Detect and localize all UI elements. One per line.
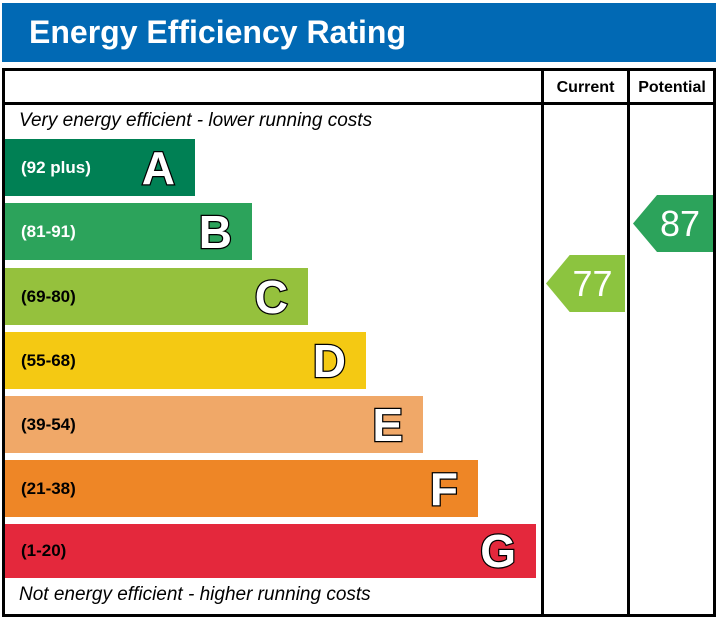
bottom-note: Not energy efficient - higher running co… xyxy=(19,584,371,605)
current-rating-arrow: 77 xyxy=(546,255,625,312)
band-letter: E xyxy=(371,398,404,451)
band-row: (39-54) E xyxy=(5,396,423,453)
current-rating-value: 77 xyxy=(572,262,613,304)
band-row: (81-91) B xyxy=(5,203,252,260)
band-row: (69-80) C xyxy=(5,268,308,325)
band-range-label: (55-68) xyxy=(21,350,76,370)
current-column-divider xyxy=(541,71,544,614)
band-range-label: (1-20) xyxy=(21,541,67,560)
band-letter: B xyxy=(198,205,234,258)
band-letter: A xyxy=(141,141,177,194)
band-row: (92 plus) A xyxy=(5,139,195,196)
band-range-label: (39-54) xyxy=(21,414,76,434)
band-range-label: (69-80) xyxy=(21,286,76,306)
column-header-current: Current xyxy=(556,79,615,96)
potential-rating-arrow: 87 xyxy=(633,195,713,252)
band-row: (1-20) G xyxy=(5,524,536,578)
band-letter: C xyxy=(254,270,290,323)
rating-table: Current Potential Very energy efficient … xyxy=(2,68,716,617)
potential-column-divider xyxy=(627,71,630,614)
potential-rating-value: 87 xyxy=(659,202,701,244)
band-letter: F xyxy=(429,462,460,515)
column-header-potential: Potential xyxy=(638,79,706,96)
page-title: Energy Efficiency Rating xyxy=(29,14,406,50)
band-row: (21-38) F xyxy=(5,460,478,517)
band-range-label: (81-91) xyxy=(21,221,76,241)
band-letter: G xyxy=(479,525,517,577)
band-letter: D xyxy=(312,334,348,387)
band-range-label: (21-38) xyxy=(21,478,76,498)
band-row: (55-68) D xyxy=(5,332,366,389)
band-range-label: (92 plus) xyxy=(21,157,91,177)
chart-title-bar: Energy Efficiency Rating xyxy=(2,3,716,62)
header-row-divider xyxy=(5,102,713,105)
top-note: Very energy efficient - lower running co… xyxy=(19,110,373,131)
